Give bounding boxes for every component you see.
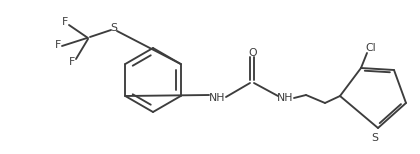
Text: O: O xyxy=(249,48,257,58)
Text: F: F xyxy=(69,57,75,67)
Text: S: S xyxy=(372,133,378,143)
Text: NH: NH xyxy=(277,93,293,103)
Text: Cl: Cl xyxy=(366,43,376,53)
Text: F: F xyxy=(55,40,61,50)
Text: F: F xyxy=(62,17,68,27)
Text: S: S xyxy=(110,23,118,33)
Text: NH: NH xyxy=(209,93,225,103)
